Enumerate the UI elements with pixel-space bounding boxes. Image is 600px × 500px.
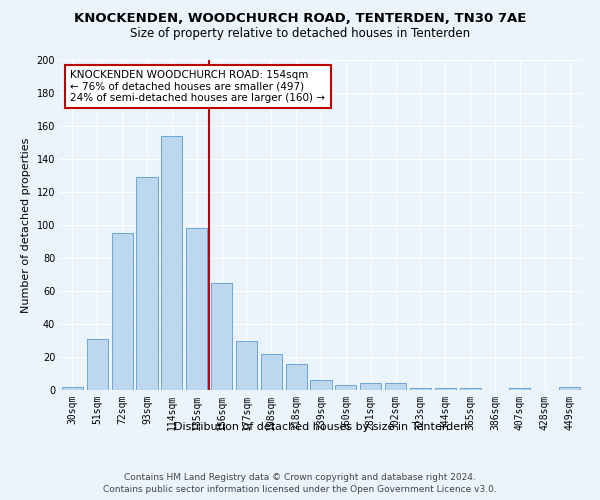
Bar: [161, 136, 182, 390]
Text: Contains public sector information licensed under the Open Government Licence v3: Contains public sector information licen…: [103, 485, 497, 494]
Bar: [261, 354, 282, 390]
Bar: [136, 177, 158, 390]
Bar: [236, 340, 257, 390]
Bar: [310, 380, 332, 390]
Bar: [410, 388, 431, 390]
Bar: [460, 388, 481, 390]
Bar: [112, 233, 133, 390]
Text: KNOCKENDEN WOODCHURCH ROAD: 154sqm
← 76% of detached houses are smaller (497)
24: KNOCKENDEN WOODCHURCH ROAD: 154sqm ← 76%…: [70, 70, 325, 103]
Text: Size of property relative to detached houses in Tenterden: Size of property relative to detached ho…: [130, 28, 470, 40]
Bar: [211, 283, 232, 390]
Bar: [360, 384, 381, 390]
Bar: [435, 388, 456, 390]
Bar: [62, 386, 83, 390]
Text: Distribution of detached houses by size in Tenterden: Distribution of detached houses by size …: [175, 422, 467, 432]
Text: Contains HM Land Registry data © Crown copyright and database right 2024.: Contains HM Land Registry data © Crown c…: [124, 472, 476, 482]
Bar: [509, 388, 530, 390]
Bar: [335, 385, 356, 390]
Bar: [559, 386, 580, 390]
Bar: [385, 384, 406, 390]
Text: KNOCKENDEN, WOODCHURCH ROAD, TENTERDEN, TN30 7AE: KNOCKENDEN, WOODCHURCH ROAD, TENTERDEN, …: [74, 12, 526, 26]
Bar: [186, 228, 207, 390]
Y-axis label: Number of detached properties: Number of detached properties: [21, 138, 31, 312]
Bar: [286, 364, 307, 390]
Bar: [87, 339, 108, 390]
